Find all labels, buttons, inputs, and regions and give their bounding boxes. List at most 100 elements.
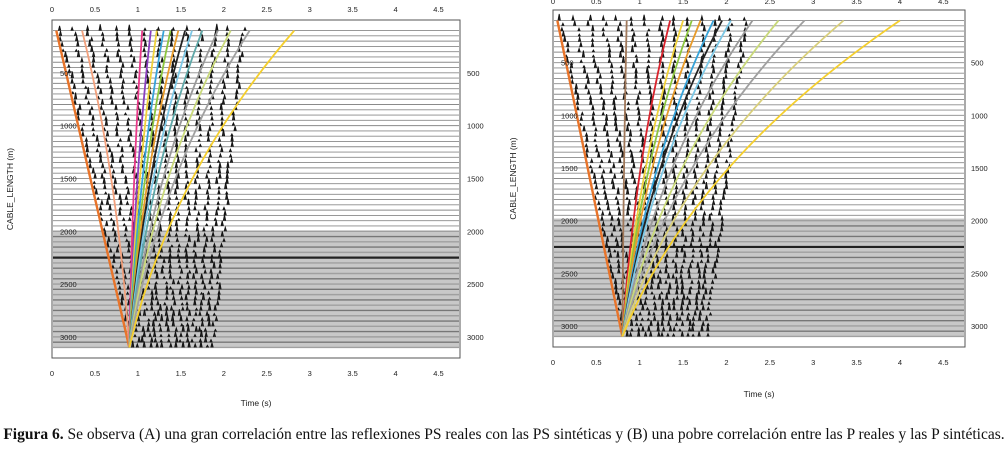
x-tick-label-bottom: 0.5 — [90, 369, 100, 378]
x-tick-label-top: 4 — [898, 0, 902, 6]
x-tick-label-top: 0 — [50, 5, 54, 14]
y-tick-label-left: 3000 — [561, 322, 578, 331]
y-tick-label-left: 500 — [60, 69, 73, 78]
x-tick-label-top: 2.5 — [262, 5, 272, 14]
y-tick-label-right: 2500 — [467, 280, 484, 289]
wiggle-row — [569, 66, 743, 74]
moveout-curve — [81, 30, 131, 348]
x-tick-label-top: 4.5 — [433, 5, 443, 14]
x-tick-label-bottom: 3.5 — [851, 358, 861, 367]
x-tick-label-bottom: 4 — [898, 358, 902, 367]
wiggle-row — [84, 134, 234, 142]
x-tick-label-bottom: 2 — [724, 358, 728, 367]
wiggle-row — [63, 50, 244, 58]
y-tick-label-right: 1500 — [467, 174, 484, 183]
x-tick-label-top: 4.5 — [938, 0, 948, 6]
y-tick-label-left: 1500 — [60, 174, 77, 183]
wiggle-row — [70, 76, 239, 84]
x-tick-label-bottom: 1.5 — [678, 358, 688, 367]
moveout-curve — [621, 19, 754, 337]
wiggle-row — [120, 299, 220, 306]
wiggle-row — [579, 113, 736, 121]
caption-label: Figura 6. — [3, 426, 64, 443]
wiggle-row — [563, 34, 747, 42]
wiggle-row — [131, 340, 214, 348]
y-tick-labels: 500 500 1000 1000 1500 1500 2000 2000 2500 2500 30… — [561, 59, 988, 331]
x-tick-label-bottom: 1 — [638, 358, 642, 367]
wiggle-row — [84, 140, 234, 148]
y-tick-labels: 500 500 1000 1000 1500 1500 2000 2000 2500 2500 30… — [60, 69, 484, 342]
x-tick-label-bottom: 0 — [50, 369, 54, 378]
x-tick-label-bottom: 2.5 — [262, 369, 272, 378]
x-tick-label-bottom: 3 — [308, 369, 312, 378]
wiggle-row — [557, 13, 746, 21]
wiggle-row — [561, 19, 748, 27]
first-break-curve — [556, 20, 624, 337]
x-tick-label-top: 3 — [811, 0, 815, 6]
wiggle-row — [81, 118, 236, 126]
y-tick-label-left: 2500 — [561, 269, 578, 278]
moveout-curve — [128, 30, 232, 348]
x-tick-label-top: 0 — [551, 0, 555, 6]
x-tick-label-top: 4 — [393, 5, 397, 14]
y-tick-label-right: 1000 — [971, 111, 988, 120]
x-tick-label-bottom: 0.5 — [591, 358, 601, 367]
x-tick-label-top: 1 — [136, 5, 140, 14]
x-tick-label-top: 3 — [308, 5, 312, 14]
y-tick-label-left: 2000 — [561, 217, 578, 226]
moveout-curve — [128, 30, 295, 348]
wiggle-row — [71, 86, 239, 95]
y-tick-label-right: 1000 — [467, 122, 484, 131]
wiggle-row — [584, 129, 732, 137]
y-tick-label-left: 1500 — [561, 164, 578, 173]
wiggle-row — [585, 145, 732, 153]
x-tick-label-top: 3.5 — [851, 0, 861, 6]
moveout-curves — [55, 30, 295, 348]
x-axis-label: Time (s) — [744, 389, 775, 399]
moveout-curve — [128, 30, 251, 348]
wiggle-row — [81, 129, 234, 137]
x-tick-label-top: 2.5 — [765, 0, 775, 6]
moveout-curves — [556, 19, 901, 337]
x-tick-label-top: 2 — [724, 0, 728, 6]
y-tick-label-right: 2000 — [467, 227, 484, 236]
moveout-curve — [621, 20, 671, 337]
y-axis-label: CABLE_LENGTH (m) — [5, 148, 15, 230]
y-tick-label-right: 2000 — [971, 217, 988, 226]
wiggle-row — [570, 71, 741, 79]
x-tick-label-top: 2 — [222, 5, 226, 14]
wiggle-row — [618, 297, 711, 306]
x-tick-label-bottom: 4.5 — [433, 369, 443, 378]
y-tick-label-left: 2500 — [60, 280, 77, 289]
x-tick-label-bottom: 2 — [222, 369, 226, 378]
x-tick-labels: 0 0 0.5 0.5 1 1 1.5 1.5 2 2 2.5 2.5 3 3 3.5 3.5 4 4 4.5 4.5 — [50, 5, 444, 378]
x-tick-label-top: 1.5 — [678, 0, 688, 6]
y-tick-label-right: 1500 — [971, 164, 988, 173]
x-tick-label-top: 0.5 — [90, 5, 100, 14]
x-tick-label-bottom: 2.5 — [765, 358, 775, 367]
wiggle-row — [57, 23, 247, 31]
x-tick-label-bottom: 4.5 — [938, 358, 948, 367]
x-tick-label-bottom: 3.5 — [347, 369, 357, 378]
wiggle-row — [560, 24, 747, 32]
moveout-curve — [621, 19, 845, 337]
y-tick-label-right: 2500 — [971, 269, 988, 278]
x-tick-label-bottom: 1.5 — [176, 369, 186, 378]
x-tick-label-top: 1.5 — [176, 5, 186, 14]
y-axis-label: CABLE_LENGTH (m) — [508, 137, 518, 219]
seismic-panel-a: 0 0 0.5 0.5 1 1 1.5 1.5 2 2 2.5 2.5 3 3 3.5 3.5 4 4 4.5 4.5… — [5, 5, 484, 408]
moveout-curve — [621, 19, 806, 337]
moveout-curve — [621, 20, 732, 337]
y-tick-label-left: 500 — [561, 59, 574, 68]
wiggle-row — [582, 124, 734, 132]
x-tick-label-top: 0.5 — [591, 0, 601, 6]
y-tick-label-right: 500 — [467, 69, 480, 78]
wiggle-row — [576, 103, 736, 111]
wiggle-row — [65, 55, 242, 63]
x-tick-label-bottom: 3 — [811, 358, 815, 367]
wiggle-row — [590, 166, 730, 174]
x-tick-label-bottom: 1 — [136, 369, 140, 378]
y-tick-label-left: 1000 — [60, 122, 77, 131]
x-tick-label-top: 1 — [638, 0, 642, 6]
x-tick-labels: 0 0 0.5 0.5 1 1 1.5 1.5 2 2 2.5 2.5 3 3 3.5 3.5 4 4 4.5 4.5 — [551, 0, 949, 367]
